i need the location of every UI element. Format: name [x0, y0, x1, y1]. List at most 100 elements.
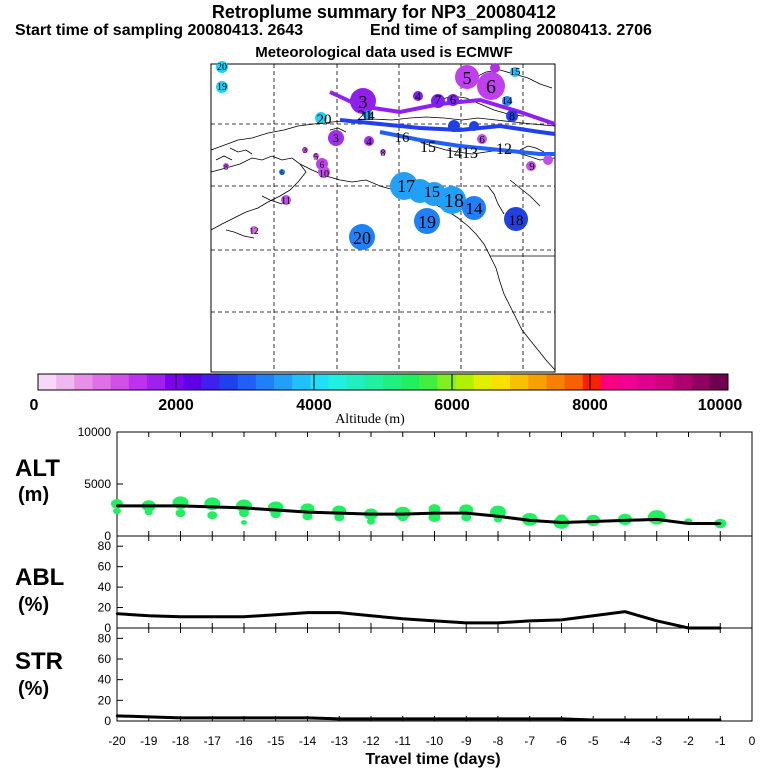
x-tick-label: -20: [108, 734, 126, 748]
plume-day-label: 16: [395, 130, 411, 146]
plume-day-label: 17: [397, 176, 415, 196]
colorbar-swatch: [491, 374, 511, 390]
plume-bubble: [490, 63, 500, 73]
plume-bubble: [363, 110, 373, 120]
coastline-segment: [210, 116, 556, 151]
str-data-point: [433, 717, 436, 721]
abl-data-point: [179, 615, 182, 618]
plume-bubble: [250, 226, 258, 234]
plume-bubble: [380, 149, 386, 155]
x-tick-label: -4: [620, 734, 631, 748]
str-data-point: [623, 718, 627, 722]
alt-data-point: [592, 520, 595, 523]
panel-frame: [116, 535, 753, 629]
plume-bubble: [350, 88, 376, 114]
plume-day-label: 6: [486, 76, 496, 98]
colorbar-swatch: [691, 374, 711, 390]
colorbar-swatch: [364, 374, 384, 390]
x-tick-label: -11: [395, 734, 412, 748]
colorbar-swatch: [673, 374, 693, 390]
plume-bubble: [328, 130, 344, 146]
plume-bubble: [431, 94, 445, 108]
str-data-point: [528, 717, 531, 721]
abl-data-point: [242, 615, 246, 618]
x-tick-label: -13: [331, 734, 349, 748]
alt-data-point: [528, 519, 531, 522]
plume-day-label: 4: [366, 136, 372, 148]
plume-bubble: [302, 147, 308, 153]
abl-data-point: [147, 614, 150, 617]
coastline-segment: [225, 229, 255, 239]
altitude-particle: [302, 512, 313, 521]
plume-day-label: 19: [217, 82, 227, 93]
plume-day-label: 3: [359, 92, 368, 112]
colorbar-swatch: [38, 374, 57, 390]
str-data-point: [306, 716, 309, 720]
y-tick-label: 20: [98, 693, 112, 707]
altitude-particle: [207, 511, 218, 520]
alt-data-point: [274, 508, 277, 512]
colorbar-tick-label: 6000: [434, 397, 470, 414]
abl-data-point: [560, 618, 563, 622]
plume-bubble: [318, 166, 330, 178]
x-tick-label: -2: [683, 734, 694, 748]
colorbar-swatch: [56, 374, 75, 390]
colorbar-tick-label: 2000: [158, 397, 194, 414]
x-tick-label: -1: [715, 734, 726, 748]
x-tick-label: -15: [267, 734, 285, 748]
colorbar-swatch: [274, 374, 293, 390]
colorbar-swatch: [546, 374, 565, 390]
plume-day-label: 8: [381, 148, 386, 158]
plume-day-label: 7: [435, 92, 442, 107]
coastline-segment: [229, 147, 253, 155]
altitude-particle: [270, 510, 281, 519]
plume-bubble: [477, 72, 505, 100]
altitude-particle: [428, 504, 441, 514]
colorbar-swatch: [183, 374, 202, 390]
alt-data-point: [401, 512, 404, 516]
plume-day-label: 6: [479, 134, 485, 146]
plume-bubble: [413, 91, 423, 101]
plume-day-label: 8: [224, 163, 228, 172]
map-coastline: [210, 69, 556, 371]
abl-data-point: [115, 612, 119, 615]
x-tick-label: -10: [426, 734, 444, 748]
colorbar-swatch: [346, 374, 366, 390]
str-data-point: [465, 717, 468, 721]
plume-day-label: 6: [280, 169, 284, 177]
sampling-end-time: End time of sampling 20080413. 2706: [370, 22, 652, 39]
abl-data-point: [338, 611, 341, 614]
str-data-point: [592, 718, 595, 722]
x-tick-label: -14: [299, 734, 317, 748]
plume-bubble: [447, 94, 459, 106]
str-data-point: [147, 715, 150, 719]
plume-day-label: 15: [424, 184, 440, 201]
colorbar-tick-label: 0: [30, 397, 39, 414]
y-tick-label: 40: [98, 673, 112, 687]
plume-track-mid: [339, 118, 556, 136]
colorbar-swatch: [401, 374, 420, 390]
plume-day-label: 14: [362, 108, 376, 123]
alt-data-point: [338, 511, 341, 515]
colorbar-swatch: [383, 374, 402, 390]
colorbar-swatch: [455, 374, 475, 390]
plume-day-label: 3: [303, 146, 307, 155]
y-tick-label: 20: [98, 601, 112, 615]
str-data-point: [338, 717, 341, 721]
str-data-point: [719, 718, 722, 722]
plume-bubble: [315, 112, 327, 124]
alt-data-point: [306, 510, 309, 514]
plume-day-label: 21: [358, 108, 373, 124]
abl-data-point: [401, 617, 404, 620]
colorbar-swatch: [128, 374, 148, 390]
plume-day-label: 20: [353, 228, 371, 248]
plume-bubble: [216, 81, 228, 93]
plume-bubbles: [216, 61, 553, 250]
str-panel-unit: (%): [18, 678, 49, 700]
colorbar-swatch: [564, 374, 584, 390]
alt-data-point: [465, 511, 468, 515]
altitude-particle: [239, 509, 249, 518]
